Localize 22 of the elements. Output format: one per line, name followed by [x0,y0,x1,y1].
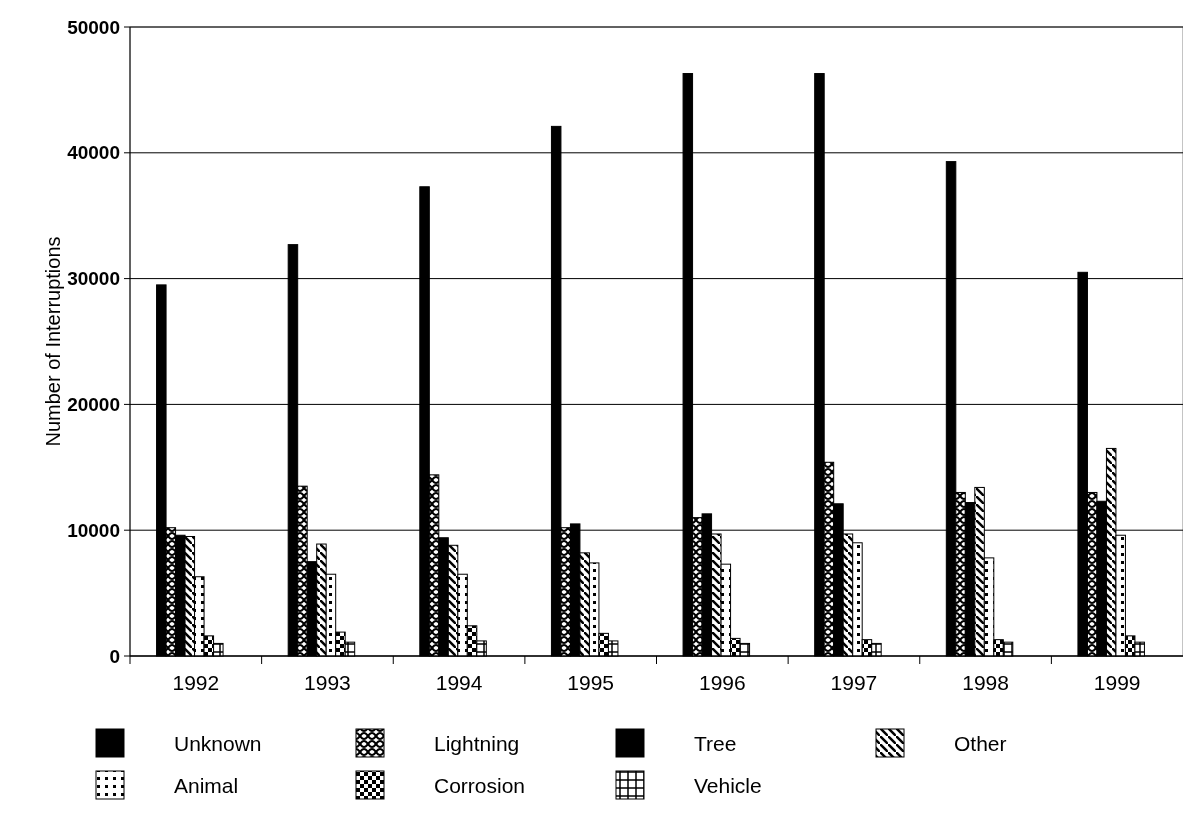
x-tick-label: 1996 [698,671,746,694]
x-tick-label: 1997 [830,671,878,694]
y-tick-label: 40000 [67,142,120,164]
y-tick-label: 0 [109,645,120,667]
x-tick-label: 1993 [304,671,351,694]
y-tick-label: 30000 [67,268,120,290]
legend-label: Other [954,732,1007,755]
legend-label: Vehicle [694,774,762,797]
y-tick-label: 10000 [67,519,120,541]
x-tick-label: 1992 [172,671,220,694]
x-tick-label: 1998 [962,671,1009,694]
y-tick-label: 20000 [67,394,120,416]
legend-label: Animal [174,774,239,797]
y-axis-title: Number of Interruptions [42,236,64,447]
legend-label: Tree [694,732,737,755]
legend-label: Lightning [434,732,520,755]
x-tick-label: 1999 [1093,671,1141,694]
legend-label: Unknown [174,732,262,755]
x-tick-label: 1995 [567,671,615,694]
legend-label: Corrosion [434,774,526,797]
y-tick-label: 50000 [67,16,120,38]
x-tick-label: 1994 [435,671,483,694]
